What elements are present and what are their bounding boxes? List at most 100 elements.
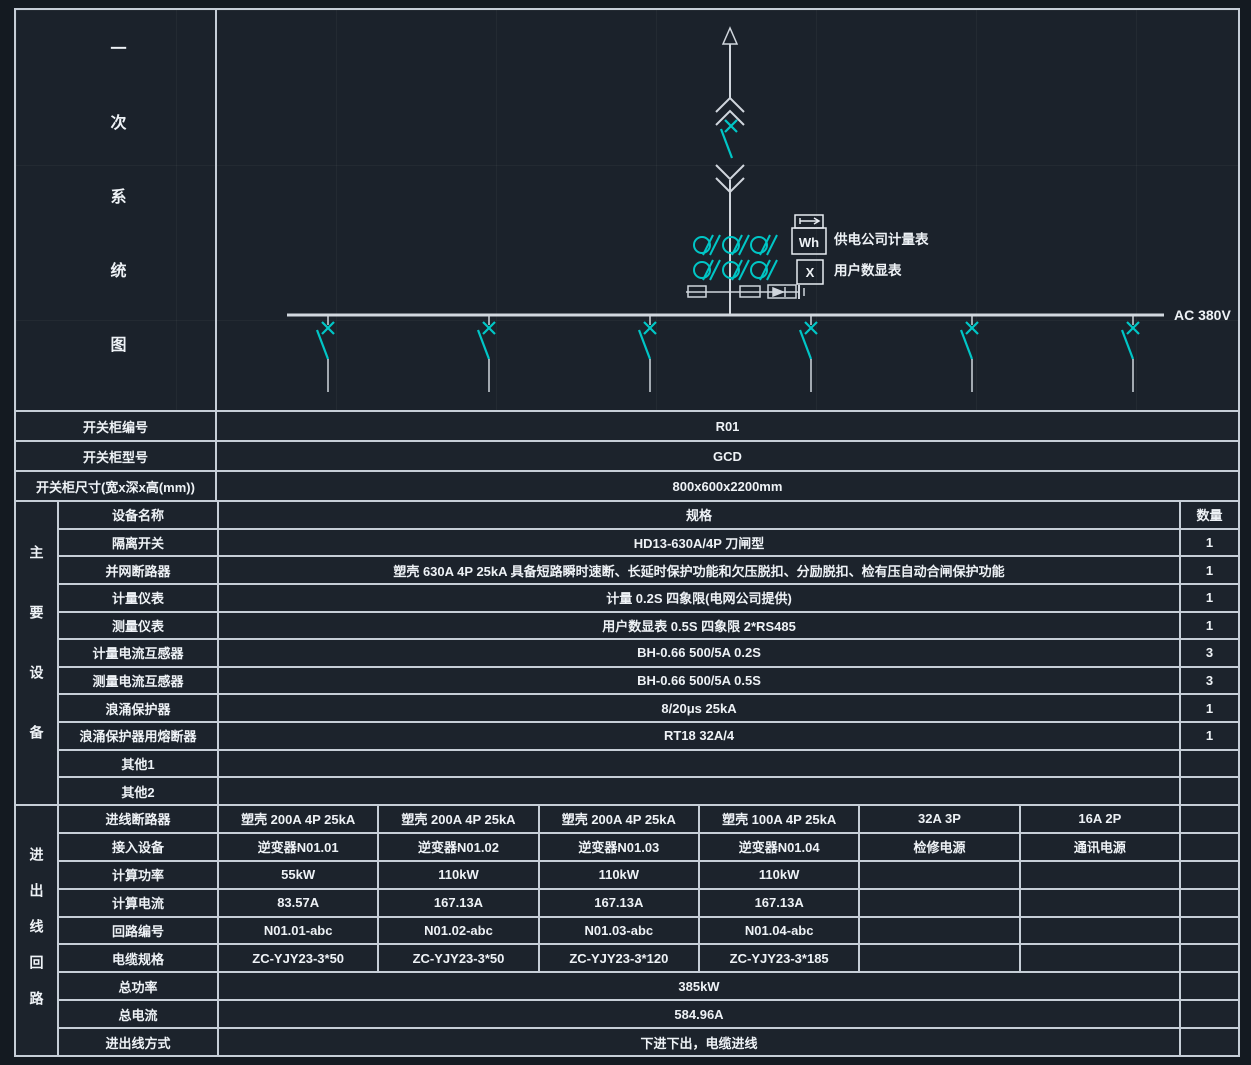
circuit-cell: N01.03-abc [539,917,698,944]
circuit-cell: ZC-YJY23-3*50 [379,945,538,972]
circuit-row-label: 回路编号 [59,917,217,944]
total-power-value: 385kW [219,973,1179,1000]
ct-icon [750,234,778,256]
circuit-cell: 塑壳 200A 4P 25kA [379,806,538,832]
chevron-down-icon [715,164,745,181]
equipment-name: 测量电流互感器 [59,667,217,694]
circuit-cell: 167.13A [699,889,859,916]
col-header-qty: 数量 [1181,502,1238,528]
equipment-spec: RT18 32A/4 [219,723,1179,749]
feeder-breakers [315,316,1140,392]
circuit-cell [860,945,1019,972]
empty-cell [1180,889,1238,916]
summary-row-label: 总功率 [59,973,217,1000]
circuit-cell: 塑壳 200A 4P 25kA [539,806,698,832]
equipment-qty: 3 [1181,667,1238,694]
circuit-cell: 32A 3P [860,806,1019,832]
row-label: 开关柜尺寸(宽x深x高(mm)) [16,472,215,500]
equipment-spec: BH-0.66 500/5A 0.2S [219,640,1179,666]
circuit-cell: ZC-YJY23-3*50 [219,945,378,972]
x-meter-box [796,259,824,285]
circuit-cell: 逆变器N01.04 [699,833,859,860]
circuit-cell: 塑壳 100A 4P 25kA [699,806,859,832]
utility-meter-label: 供电公司计量表 [833,231,929,247]
circuit-cell: 167.13A [539,889,698,916]
row-label: 开关柜型号 [16,442,215,470]
ct-icon [693,234,721,256]
equipment-name: 浪涌保护器 [59,695,217,722]
equipment-section-label: 主要设备 [16,502,57,804]
wh-label: Wh [799,235,819,250]
ct-symbols [693,234,778,281]
empty-cell [1180,861,1238,888]
circuits-section: 进出线回路 进线断路器 塑壳 200A 4P 25kA 塑壳 200A 4P 2… [16,806,1238,1055]
circuit-cell: 逆变器N01.01 [219,833,378,860]
fuse-icon [687,285,707,298]
equipment-name: 计量仪表 [59,584,217,611]
chevron-up-icon [715,96,745,113]
circuit-cell [860,861,1019,888]
row-label: 开关柜编号 [16,412,215,440]
single-line-diagram: Wh 供电公司计量表 X 用户数显表 AC 380V [217,10,1238,410]
spec-table: 开关柜编号 R01 开关柜型号 GCD 开关柜尺寸(宽x深x高(mm)) 800… [16,410,1238,1055]
equipment-name: 隔离开关 [59,529,217,556]
equipment-qty: 1 [1181,723,1238,749]
feeder-breaker-icon [637,316,657,392]
equipment-qty [1181,778,1238,804]
circuit-cell: 110kW [699,861,859,888]
wiring-mode-value: 下进下出，电缆进线 [219,1029,1179,1055]
circuit-cell: 通讯电源 [1020,833,1179,860]
circuit-cell [1020,945,1179,972]
circuit-row-label: 电缆规格 [59,945,217,972]
equipment-spec [219,750,1179,777]
equipment-name: 其他2 [59,778,217,804]
col-header-name: 设备名称 [59,502,217,528]
equipment-qty: 3 [1181,640,1238,666]
equipment-qty: 1 [1181,557,1238,583]
equipment-spec: 计量 0.2S 四象限(电网公司提供) [219,584,1179,611]
empty-cell [1180,833,1238,860]
empty-cell [1180,945,1238,972]
equipment-name: 并网断路器 [59,557,217,583]
circuit-cell [860,917,1019,944]
wh-meter-box [791,214,827,255]
equipment-spec: 8/20μs 25kA [219,695,1179,722]
user-meter-label: 用户数显表 [834,262,902,278]
feeder-breaker-icon [315,316,335,392]
fuse-icon [739,285,761,298]
equipment-qty: 1 [1181,584,1238,611]
feeder-breaker-icon [476,316,496,392]
equipment-section: 主要设备 设备名称 规格 数量 隔离开关 HD13-630A/4P 刀闸型 1 … [16,502,1238,804]
circuit-cell: 55kW [219,861,378,888]
circuit-cell: 16A 2P [1020,806,1179,832]
circuit-cell: 逆变器N01.02 [379,833,538,860]
empty-cell [1180,1029,1238,1055]
circuit-cell [860,889,1019,916]
circuit-cell: N01.01-abc [219,917,378,944]
circuit-cell: ZC-YJY23-3*120 [539,945,698,972]
circuit-row-label: 接入设备 [59,833,217,860]
circuit-cell: 110kW [379,861,538,888]
equipment-name: 浪涌保护器用熔断器 [59,723,217,749]
circuit-cell: ZC-YJY23-3*185 [699,945,859,972]
empty-cell [1180,973,1238,1000]
spd-branch [686,284,805,299]
equipment-qty: 1 [1181,529,1238,556]
equipment-spec: 塑壳 630A 4P 25kA 具备短路瞬时速断、长延时保护功能和欠压脱扣、分励… [219,557,1179,583]
equipment-name: 测量仪表 [59,612,217,639]
chevron-up-icon [715,109,745,126]
ct-icon [750,259,778,281]
ct-icon [693,259,721,281]
circuit-cell: 塑壳 200A 4P 25kA [219,806,378,832]
cabinet-number-value: R01 [217,412,1238,440]
busbar-voltage-label: AC 380V [1174,307,1231,323]
summary-row-label: 总电流 [59,1001,217,1028]
circuit-cell [1020,917,1179,944]
circuits-section-label: 进出线回路 [16,806,57,1055]
circuit-row-label: 计算电流 [59,889,217,916]
equipment-qty: 1 [1181,612,1238,639]
ct-icon [722,234,750,256]
circuit-cell [1020,889,1179,916]
total-current-value: 584.96A [219,1001,1179,1028]
circuit-cell: 110kW [539,861,698,888]
